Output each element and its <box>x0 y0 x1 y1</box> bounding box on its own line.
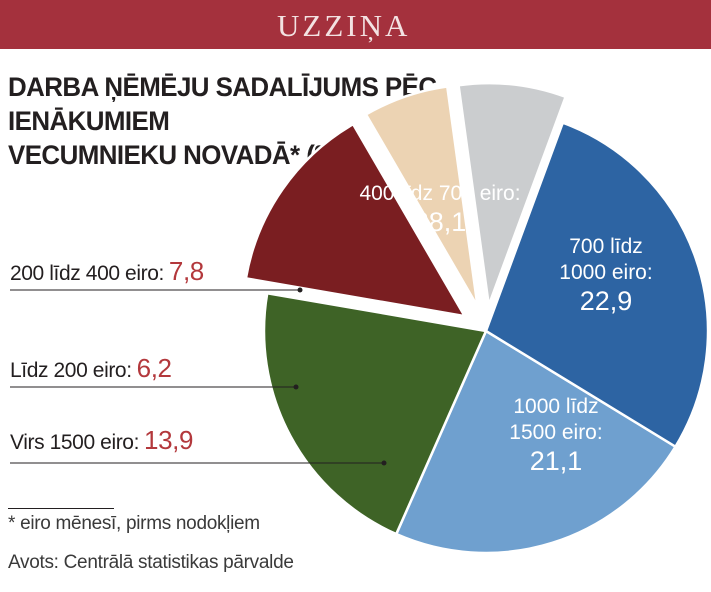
slice-value: 21,1 <box>530 446 583 476</box>
chart-title-line-2: VECUMNIEKU NOVADĀ* (%) <box>8 140 345 170</box>
pie-slice <box>457 81 567 307</box>
leader-dot <box>381 460 387 466</box>
slice-category: Virs 1500 eiro: <box>10 431 140 454</box>
source-note: Avots: Centrālā statistikas pārvalde <box>8 552 294 573</box>
slice-value: 22,9 <box>580 286 633 316</box>
leader-dot <box>297 287 303 293</box>
chart-title-line-1: DARBA ŅĒMĒJU SADALĪJUMS PĒC IENĀKUMIEM <box>8 72 437 136</box>
banner-title: UZZIŅA <box>277 8 411 43</box>
chart-title: DARBA ŅĒMĒJU SADALĪJUMS PĒC IENĀKUMIEM V… <box>8 70 584 172</box>
slice-category: 1000 līdz <box>513 395 598 418</box>
pie-slice <box>484 121 710 448</box>
slice-value: 7,8 <box>168 256 204 286</box>
header-banner: UZZIŅA <box>0 0 711 49</box>
slice-label-outside: Līdz 200 eiro: 6,2 <box>10 353 172 384</box>
slice-value: 13,9 <box>144 425 194 455</box>
pie-slice <box>395 329 677 555</box>
footnote: * eiro mēnesī, pirms nodokļiem <box>8 513 260 534</box>
slice-value: 6,2 <box>136 353 172 383</box>
pie-slice <box>244 122 466 318</box>
slice-category: 400 līdz 700 eiro: <box>359 182 520 205</box>
slice-label-outside: Virs 1500 eiro: 13,9 <box>10 425 193 456</box>
leader-dot <box>293 384 299 390</box>
slice-label-outside: 200 līdz 400 eiro: 7,8 <box>10 256 204 287</box>
slice-category: 700 līdz <box>569 235 643 258</box>
slice-value: 28,1 <box>414 207 467 237</box>
slice-category: 200 līdz 400 eiro: <box>10 262 164 285</box>
slice-label: 400 līdz 700 eiro: 28,1 <box>359 182 520 237</box>
slice-label: 700 līdz 1000 eiro: 22,9 <box>559 235 652 316</box>
pie-slice <box>364 85 479 308</box>
slice-category: 1000 eiro: <box>559 261 652 284</box>
slice-category: 1500 eiro: <box>509 421 602 444</box>
slice-category: Līdz 200 eiro: <box>10 359 132 382</box>
footnote-divider <box>8 508 114 509</box>
pie-slice <box>262 291 488 536</box>
slice-label: 1000 līdz 1500 eiro: 21,1 <box>509 395 602 476</box>
